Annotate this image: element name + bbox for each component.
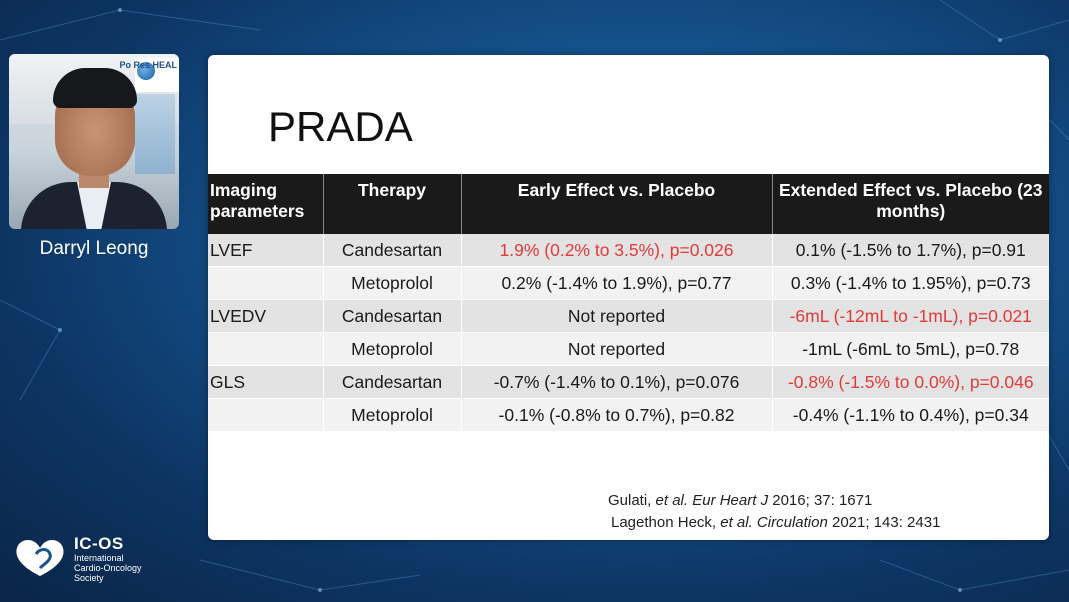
cell-early-effect: Not reported [461, 332, 773, 366]
institution-logo-text: Po Res HEAL [119, 60, 177, 70]
cell-early-effect: -0.1% (-0.8% to 0.7%), p=0.82 [461, 398, 773, 432]
cell-parameter: LVEF [208, 234, 324, 267]
cell-therapy: Candesartan [323, 234, 462, 267]
header-therapy: Therapy [323, 174, 462, 234]
cell-early-effect: 0.2% (-1.4% to 1.9%), p=0.77 [461, 266, 773, 300]
cell-therapy: Candesartan [323, 299, 462, 333]
cell-parameter [208, 332, 324, 366]
reference-1: Gulati, et al. Eur Heart J 2016; 37: 167… [608, 492, 873, 509]
cell-extended-effect: -0.8% (-1.5% to 0.0%), p=0.046 [772, 365, 1049, 399]
cell-therapy: Metoprolol [323, 332, 462, 366]
header-extended-effect: Extended Effect vs. Placebo (23 months) [772, 174, 1049, 234]
table-row: LVEDV Candesartan Not reported -6mL (-12… [208, 299, 1049, 333]
cell-parameter: GLS [208, 365, 324, 399]
header-early-effect: Early Effect vs. Placebo [461, 174, 773, 234]
cell-extended-effect: 0.1% (-1.5% to 1.7%), p=0.91 [772, 234, 1049, 267]
cell-early-effect: Not reported [461, 299, 773, 333]
cell-extended-effect: -1mL (-6mL to 5mL), p=0.78 [772, 332, 1049, 366]
cell-parameter [208, 398, 324, 432]
table-row: Metoprolol -0.1% (-0.8% to 0.7%), p=0.82… [208, 398, 1049, 432]
slide-title: PRADA [268, 103, 413, 150]
cell-extended-effect: -6mL (-12mL to -1mL), p=0.021 [772, 299, 1049, 333]
table-row: LVEF Candesartan 1.9% (0.2% to 3.5%), p=… [208, 234, 1049, 267]
speaker-video-feed: Po Res HEAL [9, 54, 179, 229]
cell-extended-effect: 0.3% (-1.4% to 1.95%), p=0.73 [772, 266, 1049, 300]
org-fullname: International Cardio-Oncology Society [74, 553, 142, 583]
presentation-slide: PRADA Imaging parameters Therapy Early E… [208, 55, 1049, 540]
cell-parameter: LVEDV [208, 299, 324, 333]
speaker-name: Darryl Leong [39, 238, 149, 259]
table-header-row: Imaging parameters Therapy Early Effect … [208, 174, 1049, 234]
cell-therapy: Metoprolol [323, 398, 462, 432]
reference-2: Lagethon Heck, et al. Circulation 2021; … [611, 514, 941, 531]
table-row: Metoprolol Not reported -1mL (-6mL to 5m… [208, 332, 1049, 366]
org-name: IC-OS [74, 534, 124, 553]
cell-parameter [208, 266, 324, 300]
header-imaging-parameters: Imaging parameters [208, 174, 324, 234]
results-table: Imaging parameters Therapy Early Effect … [208, 174, 1049, 432]
cell-therapy: Candesartan [323, 365, 462, 399]
cell-early-effect: -0.7% (-1.4% to 0.1%), p=0.076 [461, 365, 773, 399]
cell-early-effect: 1.9% (0.2% to 3.5%), p=0.026 [461, 234, 773, 267]
globe-icon [137, 62, 155, 80]
heart-logo-icon [16, 540, 64, 576]
ic-os-logo: IC-OS International Cardio-Oncology Soci… [14, 534, 164, 584]
cell-therapy: Metoprolol [323, 266, 462, 300]
cell-extended-effect: -0.4% (-1.1% to 0.4%), p=0.34 [772, 398, 1049, 432]
table-row: GLS Candesartan -0.7% (-1.4% to 0.1%), p… [208, 365, 1049, 399]
table-row: Metoprolol 0.2% (-1.4% to 1.9%), p=0.77 … [208, 266, 1049, 300]
